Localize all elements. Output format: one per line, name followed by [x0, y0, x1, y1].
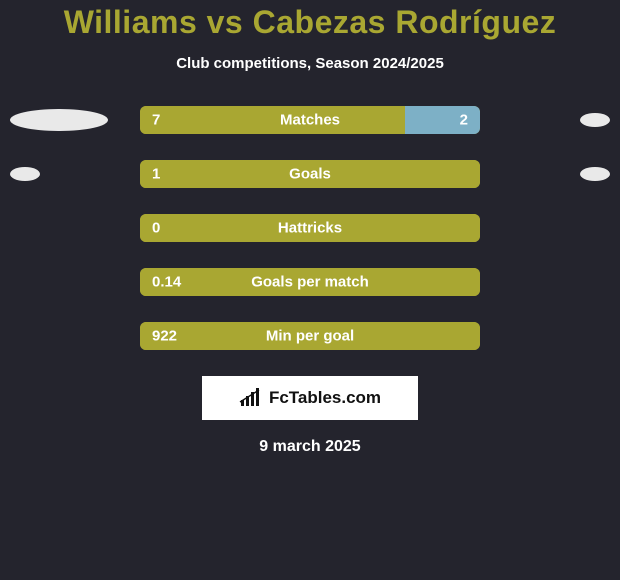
stat-bar: 0.14 Goals per match: [140, 268, 480, 296]
bar-chart-icon: [239, 388, 265, 408]
logo-text: FcTables.com: [269, 388, 381, 408]
left-value: 0: [152, 220, 160, 237]
logo-inner: FcTables.com: [239, 388, 381, 408]
stat-bar: 7 2 Matches: [140, 106, 480, 134]
page-title: Williams vs Cabezas Rodríguez: [0, 4, 620, 41]
left-ellipse-slot: [0, 109, 130, 131]
left-value: 0.14: [152, 274, 181, 291]
right-ellipse-slot: [490, 113, 620, 127]
comparison-widget: Williams vs Cabezas Rodríguez Club compe…: [0, 0, 620, 456]
left-ellipse: [10, 167, 40, 181]
left-value: 1: [152, 166, 160, 183]
stat-bar: 1 Goals: [140, 160, 480, 188]
bar-left-fill: [140, 106, 405, 134]
stat-label: Min per goal: [266, 328, 354, 345]
stat-row: 922 Min per goal: [0, 322, 620, 350]
stat-bar: 922 Min per goal: [140, 322, 480, 350]
bar-right-fill: [405, 106, 480, 134]
left-value: 922: [152, 328, 177, 345]
right-ellipse: [580, 167, 610, 181]
right-ellipse-slot: [490, 167, 620, 181]
stat-row: 0.14 Goals per match: [0, 268, 620, 296]
stat-label: Goals per match: [251, 274, 369, 291]
stat-row: 0 Hattricks: [0, 214, 620, 242]
left-ellipse-slot: [0, 167, 130, 181]
stat-rows: 7 2 Matches 1 Goals 0 Hattricks 0.14 Goals per m…: [0, 106, 620, 350]
stat-row: 1 Goals: [0, 160, 620, 188]
subtitle: Club competitions, Season 2024/2025: [0, 55, 620, 72]
left-ellipse: [10, 109, 108, 131]
left-value: 7: [152, 112, 160, 129]
stat-label: Matches: [280, 112, 340, 129]
right-value: 2: [460, 112, 468, 129]
logo-box[interactable]: FcTables.com: [202, 376, 418, 420]
stat-label: Hattricks: [278, 220, 342, 237]
right-ellipse: [580, 113, 610, 127]
stat-bar: 0 Hattricks: [140, 214, 480, 242]
stat-label: Goals: [289, 166, 331, 183]
stat-row: 7 2 Matches: [0, 106, 620, 134]
date-text: 9 march 2025: [0, 438, 620, 456]
